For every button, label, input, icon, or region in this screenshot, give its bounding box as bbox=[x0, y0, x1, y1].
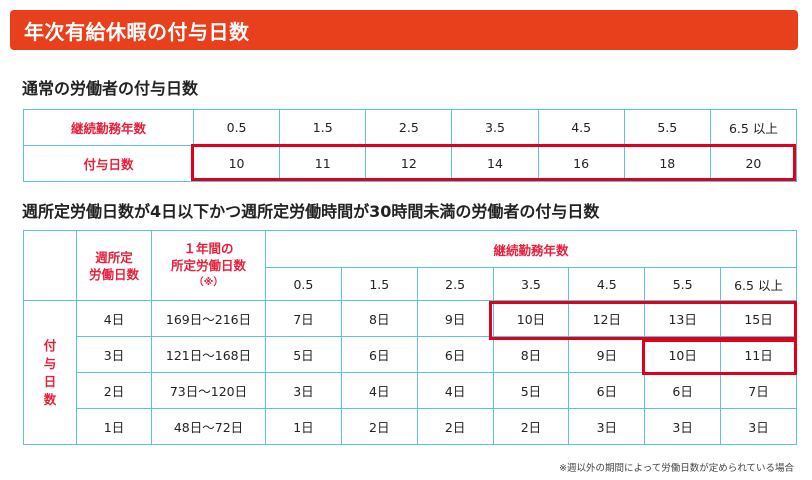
grant-cell: 11日 bbox=[720, 336, 797, 373]
year-cell: 4.5 bbox=[537, 109, 625, 146]
weekly-days-cell: 1日 bbox=[76, 408, 152, 445]
year-cell: 6.5 以上 bbox=[720, 267, 797, 301]
grant-cell: 6日 bbox=[568, 372, 646, 409]
grant-cell: 6日 bbox=[416, 336, 494, 373]
annual-days-cell: 169日〜216日 bbox=[151, 300, 266, 337]
grant-cell: 15日 bbox=[720, 300, 797, 337]
grant-cell: 2日 bbox=[340, 408, 418, 445]
col-annual-days: １年間の 所定労働日数 （※） bbox=[151, 230, 266, 301]
days-cell: 14 bbox=[451, 145, 539, 182]
grant-cell: 2日 bbox=[416, 408, 494, 445]
year-cell: 1.5 bbox=[340, 267, 418, 301]
grant-cell: 5日 bbox=[492, 372, 570, 409]
row-label-days: 付与日数 bbox=[23, 145, 194, 182]
grant-cell: 8日 bbox=[492, 336, 570, 373]
grant-cell: 8日 bbox=[340, 300, 418, 337]
grant-cell: 13日 bbox=[644, 300, 722, 337]
title-banner: 年次有給休暇の付与日数 bbox=[10, 10, 798, 50]
year-cell: 1.5 bbox=[279, 109, 367, 146]
grant-cell: 12日 bbox=[568, 300, 646, 337]
col-annual-days-label: １年間の 所定労働日数 bbox=[170, 241, 246, 273]
corner-cell bbox=[23, 230, 77, 301]
year-cell: 0.5 bbox=[265, 267, 342, 301]
year-cell: 3.5 bbox=[451, 109, 539, 146]
grant-cell: 7日 bbox=[720, 372, 797, 409]
annual-days-cell: 121日〜168日 bbox=[151, 336, 266, 373]
grant-cell: 9日 bbox=[416, 300, 494, 337]
year-cell: 5.5 bbox=[644, 267, 722, 301]
col-weekly-days: 週所定 労働日数 bbox=[76, 230, 152, 301]
year-cell: 0.5 bbox=[192, 109, 281, 146]
year-cell: 4.5 bbox=[568, 267, 646, 301]
year-cell: 2.5 bbox=[365, 109, 453, 146]
grant-cell: 3日 bbox=[644, 408, 722, 445]
table-row: 週所定 労働日数 １年間の 所定労働日数 （※） 継続勤務年数 bbox=[23, 230, 797, 301]
year-cell: 3.5 bbox=[492, 267, 570, 301]
weekly-days-cell: 3日 bbox=[76, 336, 152, 373]
grant-cell: 3日 bbox=[568, 408, 646, 445]
annual-days-cell: 73日〜120日 bbox=[151, 372, 266, 409]
side-label-grant-days: 付 与 日 数 bbox=[23, 300, 77, 445]
table-row: 付 与 日 数 4日 169日〜216日 7日 8日 9日 10日 12日 13… bbox=[23, 300, 797, 445]
year-cell: 6.5 以上 bbox=[709, 109, 798, 146]
regular-worker-table: 継続勤務年数 0.5 1.5 2.5 3.5 4.5 5.5 6.5 以上 付与… bbox=[23, 109, 798, 182]
grant-cell: 10日 bbox=[644, 336, 722, 373]
page-title: 年次有給休暇の付与日数 bbox=[24, 19, 250, 44]
grant-cell: 2日 bbox=[492, 408, 570, 445]
days-cell: 16 bbox=[537, 145, 625, 182]
col-years-group: 継続勤務年数 bbox=[265, 230, 797, 268]
days-cell: 20 bbox=[709, 145, 798, 182]
grant-cell: 10日 bbox=[492, 300, 570, 337]
table-row: 付与日数 10 11 12 14 16 18 20 bbox=[23, 145, 798, 182]
weekly-days-cell: 4日 bbox=[76, 300, 152, 337]
part-time-worker-table: 週所定 労働日数 １年間の 所定労働日数 （※） 継続勤務年数 0.5 1.5 … bbox=[23, 230, 797, 445]
year-cell: 2.5 bbox=[416, 267, 494, 301]
table-row: 1日 48日〜72日 1日 2日 2日 2日 3日 3日 3日 bbox=[24, 408, 797, 445]
footnote: ※週以外の期間によって労働日数が定められている場合 bbox=[559, 463, 794, 474]
grant-cell: 6日 bbox=[340, 336, 418, 373]
col-annual-note: （※） bbox=[193, 277, 224, 288]
grant-cell: 9日 bbox=[568, 336, 646, 373]
grant-cell: 4日 bbox=[416, 372, 494, 409]
table-row: 0.5 1.5 2.5 3.5 4.5 5.5 6.5 以上 bbox=[24, 267, 797, 301]
table-row: 3日 121日〜168日 5日 6日 6日 8日 9日 10日 11日 bbox=[24, 336, 797, 373]
days-cell: 11 bbox=[279, 145, 367, 182]
days-cell: 18 bbox=[623, 145, 711, 182]
days-cell: 12 bbox=[365, 145, 453, 182]
table-row: 2日 73日〜120日 3日 4日 4日 5日 6日 6日 7日 bbox=[24, 372, 797, 409]
annual-days-cell: 48日〜72日 bbox=[151, 408, 266, 445]
grant-cell: 5日 bbox=[265, 336, 342, 373]
table-row: 継続勤務年数 0.5 1.5 2.5 3.5 4.5 5.5 6.5 以上 bbox=[23, 109, 798, 146]
row-label-years: 継続勤務年数 bbox=[23, 109, 194, 146]
grant-cell: 3日 bbox=[265, 372, 342, 409]
grant-cell: 1日 bbox=[265, 408, 342, 445]
section2-heading: 週所定労働日数が4日以下かつ週所定労働時間が30時間未満の労働者の付与日数 bbox=[22, 202, 600, 221]
grant-cell: 4日 bbox=[340, 372, 418, 409]
days-cell: 10 bbox=[192, 145, 281, 182]
section1-heading: 通常の労働者の付与日数 bbox=[22, 79, 199, 98]
grant-cell: 7日 bbox=[265, 300, 342, 337]
grant-cell: 3日 bbox=[720, 408, 797, 445]
weekly-days-cell: 2日 bbox=[76, 372, 152, 409]
year-cell: 5.5 bbox=[623, 109, 711, 146]
grant-cell: 6日 bbox=[644, 372, 722, 409]
